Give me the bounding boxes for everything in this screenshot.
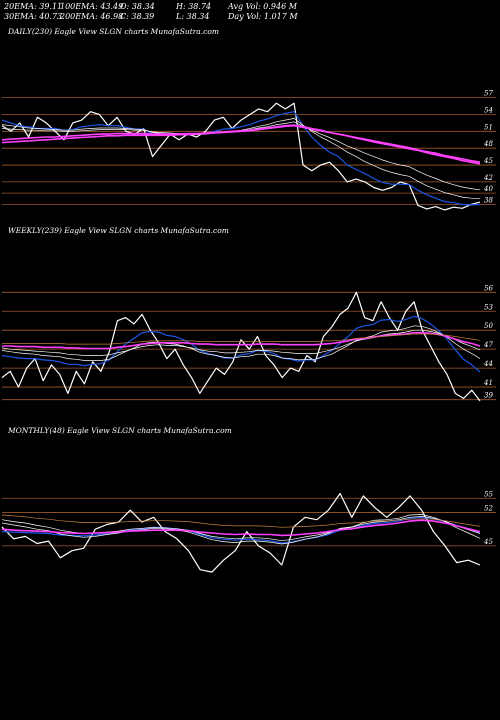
monthly-chart-title: MONTHLY(48) Eagle View SLGN charts Munaf… [8,426,232,435]
weekly-series-ema-short-1 [1,315,481,373]
weekly-y-tick-label: 50 [484,322,493,330]
stat-ema20: 20EMA: 39.11 [4,2,63,11]
weekly-y-tick-label: 41 [483,379,493,387]
daily-series-ema-long-5 [1,124,481,163]
monthly-y-tick-label: 45 [483,538,493,546]
weekly-y-tick-label: 56 [484,284,493,292]
daily-series-price-0 [1,102,481,211]
weekly-series-ema-long-4 [2,331,481,350]
stat-day-vol: Day Vol: 1.017 M [228,12,298,21]
monthly-series-ema-mid-3 [1,516,481,542]
daily-chart-title: DAILY(230) Eagle View SLGN charts Munafa… [8,27,219,36]
daily-y-tick-label: 38 [484,196,493,204]
monthly-series-ema-short-1 [1,516,481,544]
stat-close: C: 38.39 [120,12,155,21]
monthly-y-tick-label: 55 [484,490,493,498]
weekly-chart: 56 53 50 47 44 41 39 [1,284,496,402]
daily-y-tick-label: 51 [484,123,493,131]
weekly-y-tick-label: 39 [484,392,493,400]
weekly-series-ema-200-5 [2,333,481,345]
weekly-y-tick-label: 53 [484,303,493,311]
stats-row-2: 30EMA: 40.73 200EMA: 46.98 C: 38.39 L: 3… [4,12,496,22]
stat-ema100: 100EMA: 43.49 [60,2,124,11]
weekly-series-ema-mid-2 [1,325,481,361]
daily-series-ema-short-1 [1,111,481,206]
monthly-y-tick-label: 52 [484,505,493,513]
weekly-series-price-0 [1,291,481,402]
weekly-y-tick-label: 47 [483,341,493,349]
monthly-series-price-0 [1,492,481,573]
daily-y-tick-label: 40 [483,185,493,193]
daily-y-tick-label: 42 [483,174,493,182]
weekly-chart-title: WEEKLY(239) Eagle View SLGN charts Munaf… [8,226,229,235]
daily-chart: 57 54 51 48 45 42 40 38 [1,90,496,211]
stat-ema200: 200EMA: 46.98 [60,12,124,21]
weekly-y-tick-label: 44 [483,360,493,368]
daily-y-tick-label: 48 [483,140,493,148]
stat-high: H: 38.74 [176,2,212,11]
monthly-chart: 55 52 45 [1,490,496,573]
stats-row-1: 20EMA: 39.11 100EMA: 43.49 O: 38.34 H: 3… [4,2,496,12]
stat-low: L: 38.34 [176,12,210,21]
daily-y-tick-label: 54 [484,106,493,114]
weekly-series-ema-mid-3 [1,329,481,356]
indicator-stats: 20EMA: 39.11 100EMA: 43.49 O: 38.34 H: 3… [4,2,496,22]
monthly-series-ema-mid-2 [1,514,481,545]
stat-open: O: 38.34 [120,2,155,11]
daily-y-tick-label: 57 [484,90,493,98]
stat-avg-vol: Avg Vol: 0.946 M [228,2,297,11]
monthly-series-ema-200-5 [1,514,481,528]
stat-ema30: 30EMA: 40.73 [4,12,63,21]
monthly-series-ema-long-4 [1,519,481,537]
daily-y-tick-label: 45 [483,157,493,165]
